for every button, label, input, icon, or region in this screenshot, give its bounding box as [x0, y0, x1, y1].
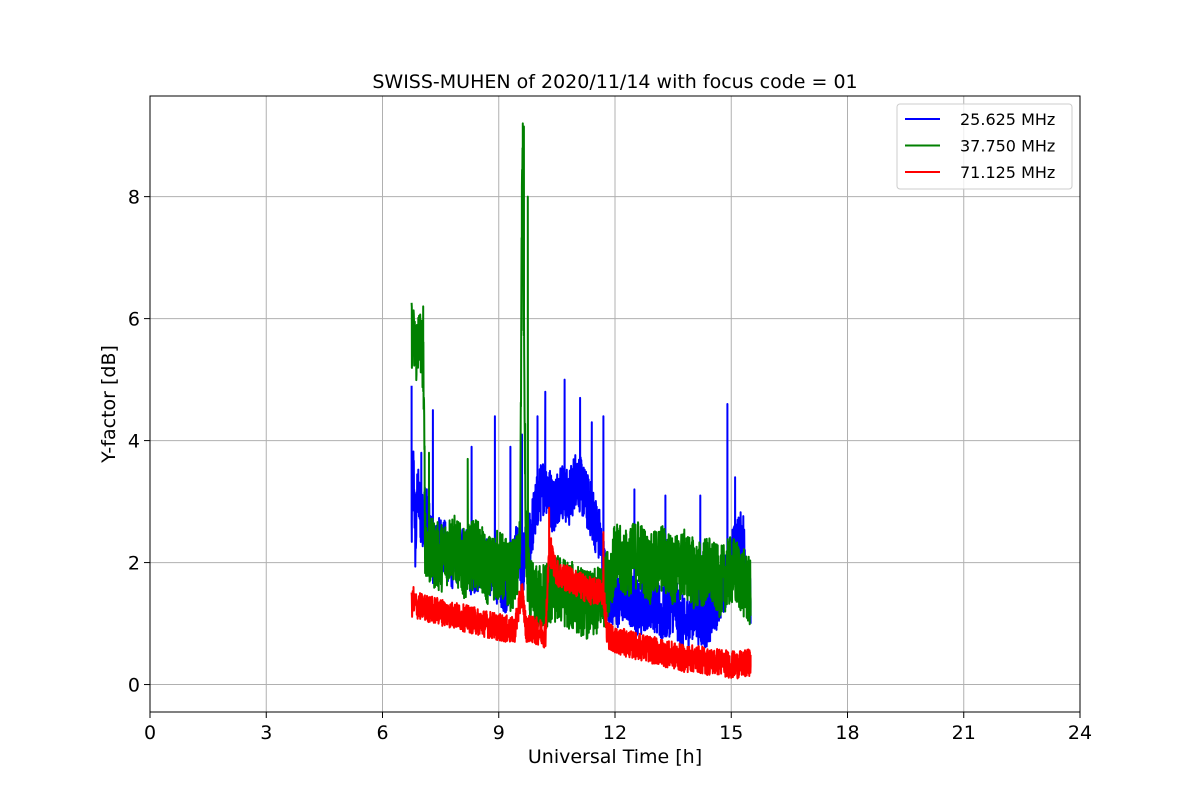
x-tick-label: 24 [1068, 722, 1092, 744]
legend-label-1: 37.750 MHz [960, 137, 1055, 156]
x-axis-title: Universal Time [h] [528, 746, 702, 768]
legend-box [896, 103, 1073, 190]
x-tick-label: 18 [835, 722, 859, 744]
chart-title: SWISS-MUHEN of 2020/11/14 with focus cod… [372, 71, 857, 93]
x-tick-label: 21 [952, 722, 976, 744]
x-tick-label: 6 [376, 722, 388, 744]
x-tick-label: 0 [144, 722, 156, 744]
y-tick-label: 2 [128, 553, 140, 575]
legend-label-2: 71.125 MHz [960, 163, 1055, 182]
x-tick-label: 12 [603, 722, 627, 744]
data-series [410, 122, 752, 680]
series-line-1 [410, 122, 752, 640]
legend: 25.625 MHz 37.750 MHz 71.125 MHz [896, 103, 1073, 190]
y-tick-label: 4 [128, 431, 140, 453]
x-tick-label: 9 [493, 722, 505, 744]
x-tick-label: 3 [260, 722, 272, 744]
legend-label-0: 25.625 MHz [960, 110, 1055, 129]
x-axis-ticks: 0 3 6 9 12 15 18 21 24 [144, 712, 1092, 744]
y-tick-label: 8 [128, 187, 140, 209]
series-line-2 [410, 506, 752, 680]
y-tick-label: 0 [128, 675, 140, 697]
y-tick-label: 6 [128, 309, 140, 331]
y-axis-title: Y-factor [dB] [98, 345, 120, 464]
y-axis-ticks: 0 2 4 6 8 [128, 187, 150, 697]
x-tick-label: 15 [719, 722, 743, 744]
